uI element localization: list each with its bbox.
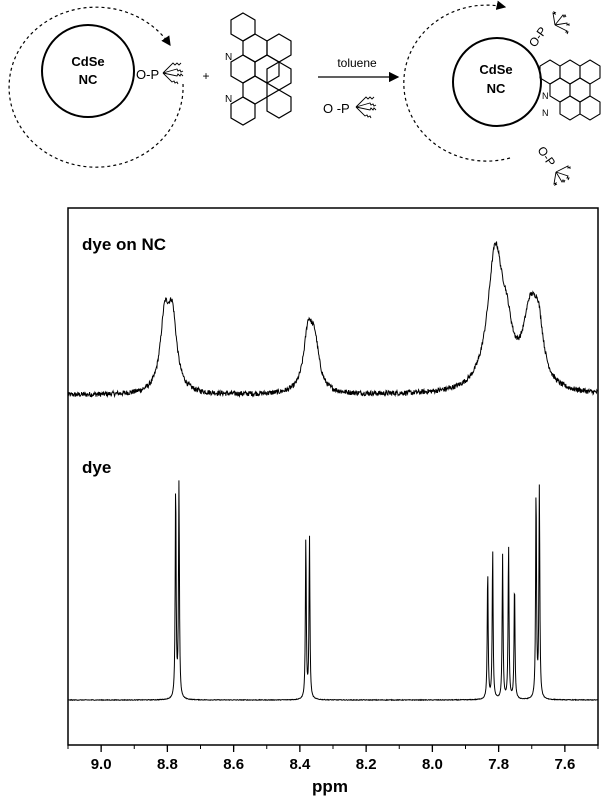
left-nc-label-line2: NC — [79, 72, 98, 87]
left-nanocrystal: CdSe NC O-P — [8, 6, 184, 168]
right-ligand-bottom-chains-icon — [553, 165, 571, 187]
free-ligand-label: O -P — [323, 101, 350, 116]
x-tick-label: 8.2 — [356, 756, 377, 773]
legend-label-dye: dye — [82, 458, 111, 477]
right-nc-label-line1: CdSe — [479, 62, 512, 77]
x-tick-label: 8.4 — [289, 756, 311, 773]
x-tick-label: 8.8 — [157, 756, 178, 773]
right-nc-circle — [452, 37, 542, 127]
x-axis: 9.0 8.8 8.6 8.4 8.2 8.0 7.8 7.6 — [67, 745, 599, 773]
bound-dye-n-label-1: N — [542, 91, 549, 101]
x-tick-label: 8.6 — [223, 756, 244, 773]
bound-dye-n-label-2: N — [542, 108, 549, 118]
bound-ligand-label: O-P — [136, 67, 159, 82]
x-tick-label: 7.8 — [488, 756, 509, 773]
x-axis-label: ppm — [312, 777, 348, 796]
x-tick-label: 7.6 — [554, 756, 575, 773]
x-tick-label: 8.0 — [422, 756, 443, 773]
dye-n-label-1: N — [225, 52, 232, 63]
legend-label-dye-on-nc: dye on NC — [82, 235, 166, 254]
series-line-dye-on-nc — [67, 241, 598, 399]
right-nc-label-line2: NC — [487, 81, 506, 96]
arrow-label: toluene — [337, 56, 377, 70]
left-dashed-arrow — [8, 6, 184, 168]
series-line-dye — [67, 480, 599, 702]
plus-sign: + — [202, 69, 209, 83]
dye-molecule-icon — [230, 12, 292, 126]
plot-frame — [67, 207, 599, 746]
reaction-scheme: CdSe NC O-P + N N toluene O -P — [8, 0, 601, 187]
dye-n-label-2: N — [225, 94, 232, 105]
right-ligand-top-chains-icon — [552, 10, 570, 35]
free-ligand-chains-icon — [355, 96, 377, 119]
x-tick-label: 9.0 — [91, 756, 112, 773]
bound-dye-molecule-icon — [539, 59, 601, 121]
left-nc-label-line1: CdSe — [71, 54, 104, 69]
bound-ligand-chains-icon — [162, 62, 184, 85]
left-nc-circle — [41, 24, 135, 118]
